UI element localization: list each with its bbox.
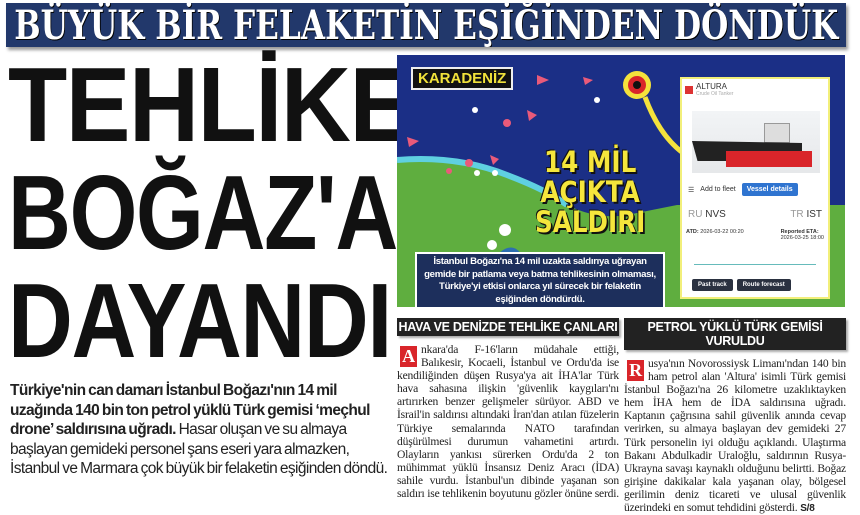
vessel-details-button[interactable]: Vessel details bbox=[741, 183, 798, 196]
big-text-line: SALDIRI bbox=[535, 205, 646, 239]
past-track-button[interactable]: Past track bbox=[692, 279, 733, 291]
arrow-pointer bbox=[642, 96, 685, 155]
big-text-line: AÇIKTA bbox=[540, 175, 640, 209]
drop-cap: R bbox=[627, 360, 644, 381]
atd-label: ATD: bbox=[686, 229, 699, 235]
article-body: nkara'da F-16'ların müdahale ettiği, Bal… bbox=[397, 343, 619, 501]
headline-line-3: DAYANDI bbox=[8, 261, 392, 380]
article-title: HAVA VE DENİZDE TEHLİKE ÇANLARI bbox=[397, 318, 619, 336]
white-markers bbox=[472, 97, 600, 250]
lede: Türkiye'nin can damarı İstanbul Boğazı'n… bbox=[10, 381, 395, 479]
top-banner: BÜYÜK BİR FELAKETİN EŞİĞİNDEN DÖNDÜK bbox=[6, 3, 846, 47]
coastline bbox=[397, 156, 569, 208]
from-port: NVS bbox=[705, 209, 726, 220]
vessel-name: ALTURA bbox=[696, 82, 727, 91]
route-forecast-button[interactable]: Route forecast bbox=[736, 279, 791, 291]
menu-icon[interactable]: ☰ bbox=[688, 186, 695, 194]
headline-line-1: TEHLİKE bbox=[8, 45, 414, 164]
map-image: KARADENİZ 14 MİL AÇIKTA SALDIRI İstanbul… bbox=[397, 55, 845, 307]
flag-icon bbox=[685, 85, 693, 94]
from-country: RU bbox=[688, 209, 703, 220]
add-to-fleet-button[interactable]: Add to fleet bbox=[700, 186, 736, 193]
map-caption: İstanbul Boğazı'na 14 mil uzakta saldırı… bbox=[415, 252, 665, 307]
eta-label: Reported ETA: bbox=[780, 229, 819, 235]
region-label: KARADENİZ bbox=[411, 67, 514, 90]
vessel-type: Crude Oil Tanker bbox=[696, 91, 734, 97]
lede-regular: Hasar oluşan ve su almaya başlayan gemid… bbox=[10, 421, 388, 477]
big-text-line: 14 MİL bbox=[544, 145, 637, 179]
eta-value: 2026-03-25 18:00 bbox=[780, 235, 824, 241]
map-big-text: 14 MİL AÇIKTA SALDIRI bbox=[535, 147, 645, 237]
drop-cap: A bbox=[400, 346, 417, 367]
article-title: PETROL YÜKLÜ TÜRK GEMİSİ VURULDU bbox=[624, 318, 846, 350]
vessel-panel: ALTURA Crude Oil Tanker ☰ Add to fleet Vess… bbox=[680, 77, 830, 299]
banner-title: BÜYÜK BİR FELAKETİN EŞİĞİNDEN DÖNDÜK bbox=[14, 3, 839, 47]
article-body: usya'nın Novorossiysk Limanı'ndan 140 bi… bbox=[624, 357, 846, 515]
atd-value: 2026-03-22 00:20 bbox=[700, 229, 744, 235]
to-country: TR bbox=[790, 209, 804, 220]
route-progress bbox=[694, 264, 816, 265]
page-reference[interactable]: S/8 bbox=[800, 503, 815, 515]
headline-line-2: BOĞAZ'A bbox=[8, 153, 398, 272]
lede-bold: Türkiye'nin can damarı İstanbul Boğazı'n… bbox=[10, 382, 370, 438]
ship-photo bbox=[692, 111, 820, 173]
to-port: IST bbox=[806, 209, 822, 220]
